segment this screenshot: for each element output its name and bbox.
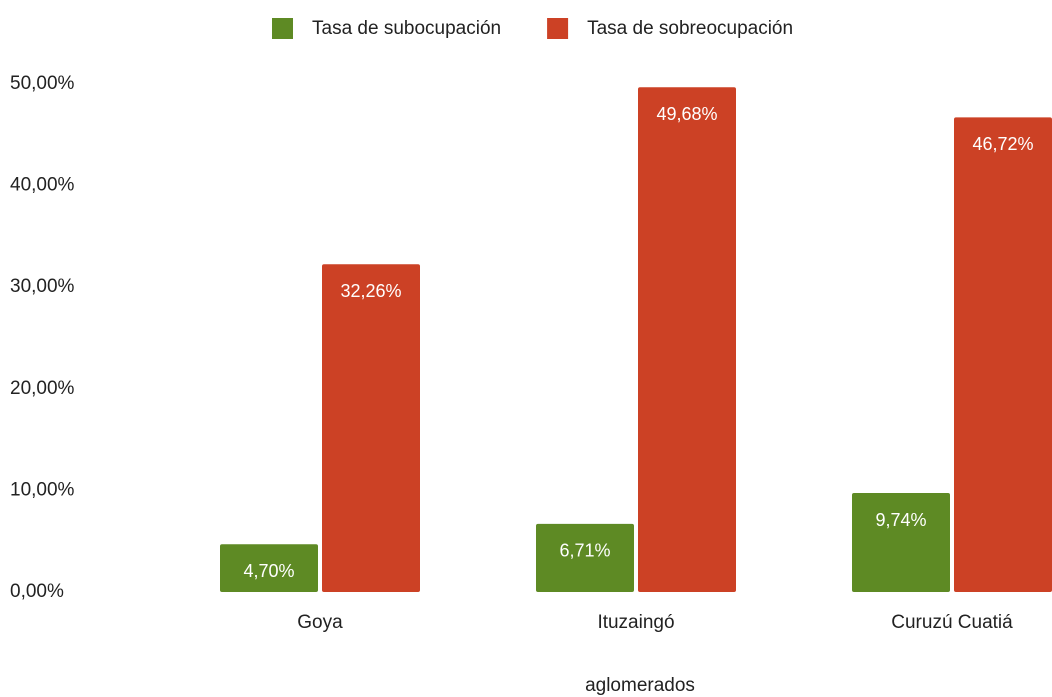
x-tick-label: Goya <box>297 612 343 633</box>
data-label: 9,74% <box>875 510 926 530</box>
y-tick-label: 50,00% <box>10 73 75 94</box>
bar <box>220 544 318 592</box>
y-tick-label: 0,00% <box>10 581 64 602</box>
x-tick-label: Ituzaingó <box>597 612 674 633</box>
x-tick-label: Curuzú Cuatiá <box>891 612 1013 633</box>
y-tick-label: 20,00% <box>10 378 75 399</box>
legend-label: Tasa de sobreocupación <box>587 18 793 39</box>
bar <box>536 523 634 592</box>
legend-label: Tasa de subocupación <box>312 18 501 39</box>
legend-swatch <box>272 18 293 39</box>
bar <box>638 87 736 593</box>
bar <box>322 264 420 592</box>
y-tick-label: 30,00% <box>10 276 75 297</box>
y-tick-label: 40,00% <box>10 175 75 196</box>
bar <box>852 493 950 592</box>
legend-swatch <box>547 18 569 39</box>
data-label: 6,71% <box>559 541 610 561</box>
bar <box>954 117 1052 592</box>
x-axis-label: aglomerados <box>585 675 695 696</box>
data-label: 46,72% <box>972 134 1033 154</box>
data-label: 4,70% <box>243 561 294 581</box>
data-label: 32,26% <box>340 281 401 301</box>
data-label: 49,68% <box>656 104 717 124</box>
y-tick-label: 10,00% <box>10 479 75 500</box>
